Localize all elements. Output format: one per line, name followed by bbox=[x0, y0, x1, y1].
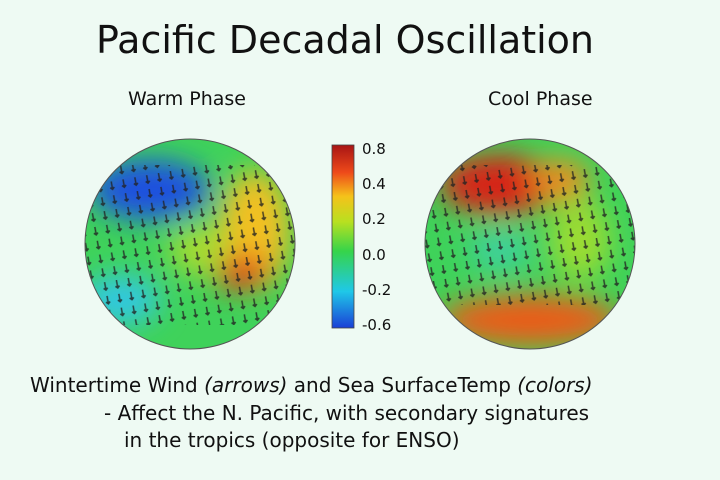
panel-label: Cool Phase bbox=[488, 88, 593, 110]
colorbar-tick: 0.2 bbox=[362, 210, 386, 229]
colorbar bbox=[331, 144, 355, 329]
panel-label: Warm Phase bbox=[128, 88, 246, 110]
title: Pacific Decadal Oscillation bbox=[95, 18, 595, 62]
caption-line: - Affect the N. Pacific, with secondary … bbox=[104, 401, 590, 425]
colorbar-tick: 0.0 bbox=[362, 245, 386, 264]
caption-line: Wintertime Wind (arrows) and Sea Surface… bbox=[30, 373, 593, 397]
caption-line: in the tropics (opposite for ENSO) bbox=[124, 428, 460, 452]
colorbar-tick: 0.4 bbox=[362, 175, 386, 194]
warm-globe bbox=[85, 139, 295, 349]
cool-globe bbox=[425, 139, 635, 349]
colorbar-tick: -0.6 bbox=[362, 316, 392, 334]
caption-text: Wintertime Wind bbox=[30, 373, 198, 397]
caption-text: (arrows) bbox=[204, 373, 288, 397]
colorbar-tick: 0.8 bbox=[362, 140, 386, 158]
caption-text: and Sea SurfaceTemp bbox=[293, 373, 511, 397]
colorbar-tick: -0.2 bbox=[362, 280, 392, 299]
caption-text: (colors) bbox=[517, 373, 593, 397]
